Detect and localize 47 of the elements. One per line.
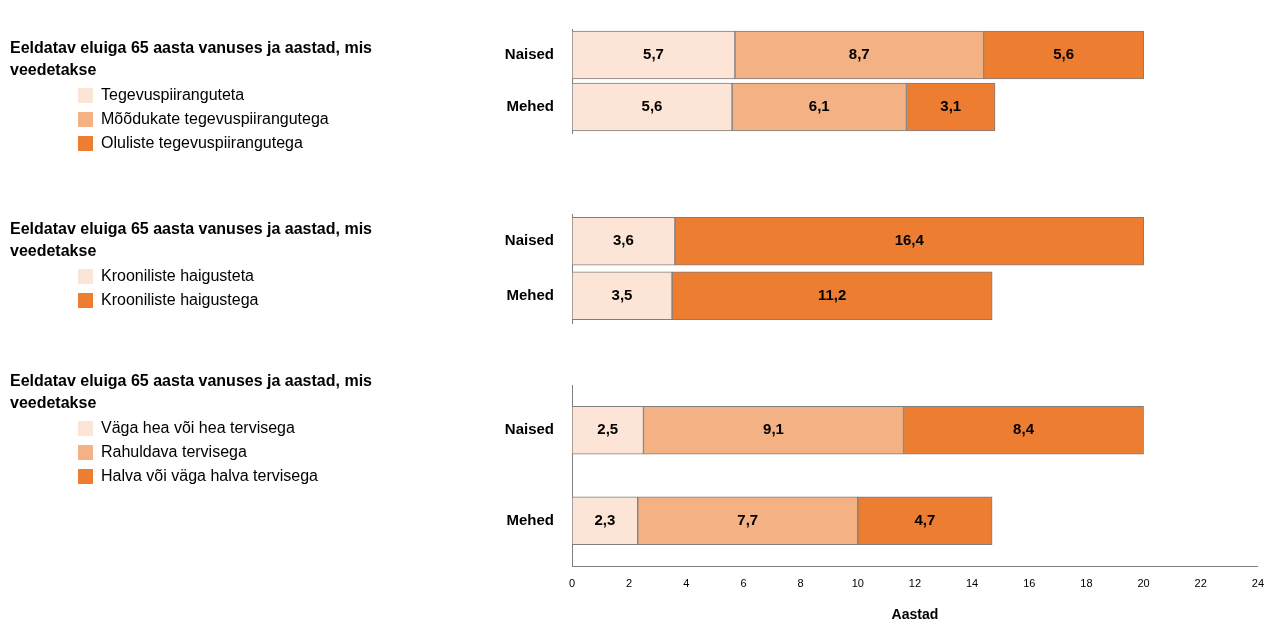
x-tick-label: 8	[797, 576, 804, 589]
legend-label: Mõõdukate tegevuspiirangutega	[101, 109, 329, 129]
data-label: 16,4	[894, 231, 925, 249]
legend-label: Krooniliste haigustega	[101, 290, 259, 310]
y-tick-label: Naised	[504, 45, 554, 63]
data-label: 3,5	[611, 285, 633, 303]
x-tick-label: 10	[851, 576, 864, 589]
x-tick-label: 6	[740, 576, 747, 589]
x-axis-title: Aastad	[891, 606, 939, 623]
data-label: 2,5	[597, 420, 619, 438]
data-label: 5,6	[641, 97, 663, 115]
legend-title: Eeldatav eluiga 65 aasta vanuses ja aastad, mis veedetakse	[10, 38, 373, 80]
data-label: 5,6	[1053, 45, 1075, 63]
legend-label: Halva või väga halva tervisega	[101, 466, 319, 486]
data-label: 8,7	[848, 45, 870, 63]
x-tick-label: 22	[1194, 576, 1207, 589]
legend-label: Tegevuspiiranguteta	[101, 85, 245, 105]
y-tick-label: Naised	[504, 420, 554, 438]
legend-label: Väga hea või hea tervisega	[101, 418, 295, 438]
x-tick-label: 24	[1251, 576, 1265, 589]
x-tick-label: 0	[568, 576, 576, 589]
data-label: 3,1	[940, 97, 962, 115]
data-label: 3,6	[613, 231, 634, 249]
x-tick-label: 2	[626, 576, 633, 589]
x-tick-label: 18	[1080, 576, 1093, 589]
data-label: 9,1	[763, 420, 784, 438]
x-tick-label: 16	[1023, 576, 1036, 589]
y-tick-label: Mehed	[506, 510, 554, 528]
data-label: 7,7	[737, 510, 759, 528]
legend-title: Eeldatav eluiga 65 aasta vanuses ja aastad, mis veedetakse	[10, 219, 373, 261]
data-label: 5,7	[643, 45, 664, 63]
legend-title: Eeldatav eluiga 65 aasta vanuses ja aastad, mis veedetakse	[10, 371, 373, 413]
x-tick-label: 20	[1137, 576, 1150, 589]
x-tick-label: 4	[683, 576, 690, 589]
data-label: 8,4	[1013, 420, 1035, 438]
x-tick-label: 12	[908, 576, 922, 589]
legend-label: Rahuldava tervisega	[101, 442, 247, 462]
y-tick-label: Mehed	[506, 285, 554, 303]
x-tick-label: 14	[965, 576, 979, 589]
y-tick-label: Mehed	[506, 97, 554, 115]
data-label: 6,1	[808, 97, 830, 115]
data-label: 11,2	[817, 285, 847, 303]
data-label: 2,3	[594, 510, 616, 528]
legend-label: Oluliste tegevuspiirangutega	[101, 133, 303, 153]
data-label: 4,7	[914, 510, 936, 528]
y-tick-label: Naised	[504, 231, 554, 249]
legend-label: Krooniliste haigusteta	[101, 266, 254, 286]
